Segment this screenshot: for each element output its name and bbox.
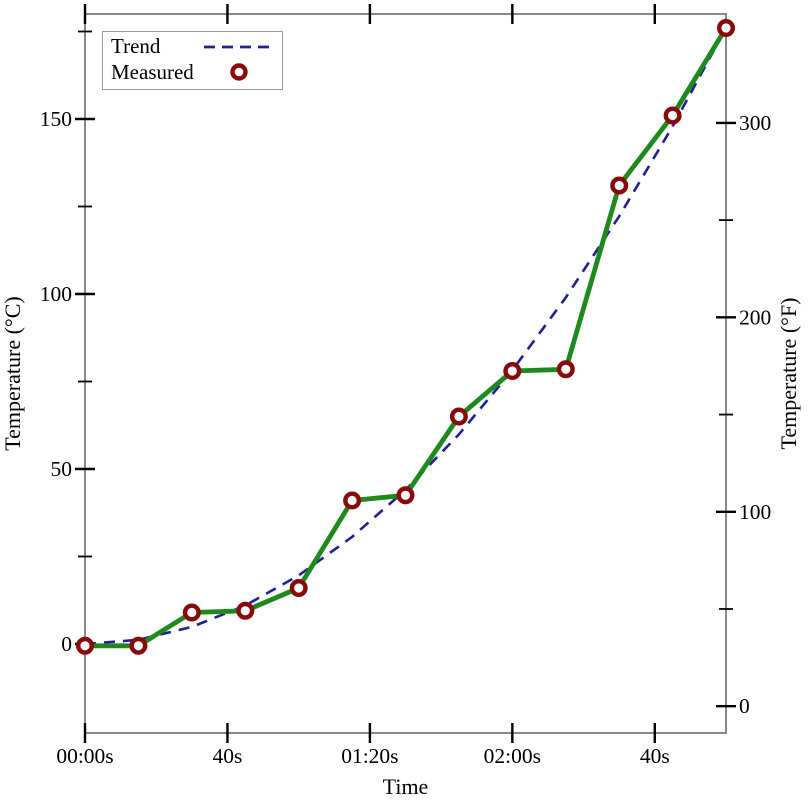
measured-point	[663, 106, 682, 125]
measured-point	[236, 601, 255, 620]
measured-line	[85, 26, 729, 649]
y-right-tick-label: 300	[739, 111, 771, 135]
trend-dash-icon	[202, 42, 274, 52]
measured-point	[289, 579, 308, 598]
x-tick-label: 40s	[640, 744, 670, 768]
y-left-axis-title: Temperature (°C)	[0, 296, 25, 450]
measured-point	[396, 486, 415, 505]
x-tick-label: 00:00s	[56, 744, 113, 768]
measured-marker-icon	[202, 61, 274, 83]
y-left-tick-label: 100	[40, 282, 72, 306]
legend-item-measured: Measured	[111, 60, 274, 86]
y-left-tick-label: 50	[51, 457, 73, 481]
x-axis-title: Time	[383, 774, 429, 799]
measured-point	[75, 636, 94, 655]
legend: Trend Measured	[102, 31, 283, 90]
plot-frame	[84, 13, 727, 734]
legend-label-trend: Trend	[111, 34, 161, 59]
y-right-tick-label: 200	[739, 305, 771, 329]
trend-line	[84, 27, 728, 646]
measured-point	[610, 176, 629, 195]
legend-label-measured: Measured	[111, 59, 194, 84]
measured-point	[343, 491, 362, 510]
measured-point	[717, 19, 736, 38]
measured-point	[503, 362, 522, 381]
y-right-axis-title: Temperature (°F)	[776, 297, 801, 449]
y-right-tick-label: 0	[739, 694, 750, 718]
y-left-tick-label: 0	[61, 632, 72, 656]
legend-item-trend: Trend	[111, 34, 274, 60]
x-tick-label: 01:20s	[341, 744, 398, 768]
x-tick-label: 02:00s	[484, 744, 541, 768]
y-left-tick-label: 150	[40, 107, 72, 131]
measured-point	[449, 407, 468, 426]
measured-point	[129, 636, 148, 655]
measured-point	[182, 603, 201, 622]
measured-point	[556, 360, 575, 379]
y-right-tick-label: 100	[739, 500, 771, 524]
x-tick-label: 40s	[213, 744, 243, 768]
